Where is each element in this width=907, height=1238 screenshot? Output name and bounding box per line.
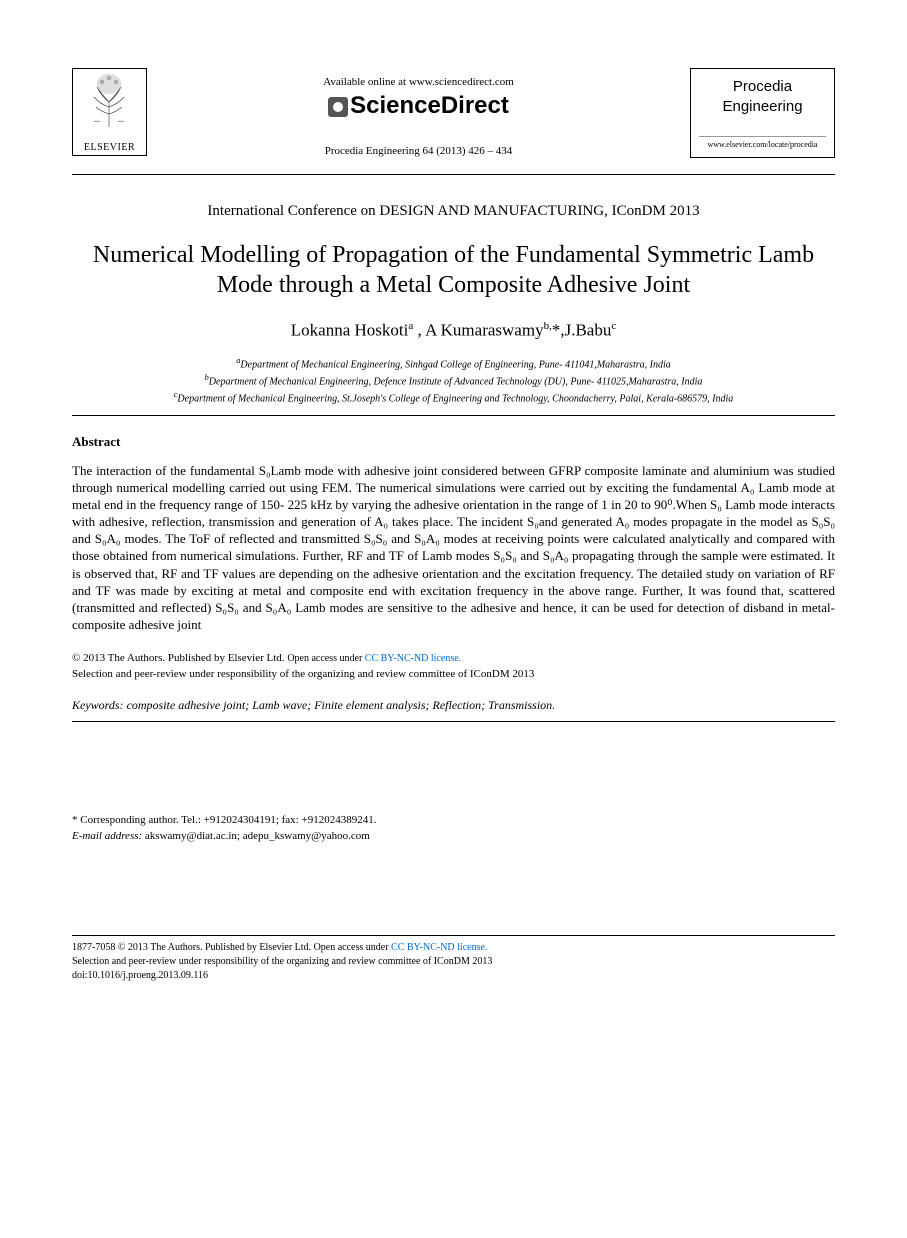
email-label: E-mail address:	[72, 830, 142, 842]
article-title: Numerical Modelling of Propagation of th…	[72, 240, 835, 300]
corresponding-author: * Corresponding author. Tel.: +912024304…	[72, 812, 835, 845]
author-3-sup: c	[611, 320, 616, 332]
affiliation-c: Department of Mechanical Engineering, St…	[177, 394, 733, 405]
journal-box: Procedia Engineering www.elsevier.com/lo…	[690, 68, 835, 158]
license-link[interactable]: CC BY-NC-ND license.	[365, 653, 461, 664]
footer-license-prefix: Open access under	[314, 942, 391, 953]
copyright-line1: © 2013 The Authors. Published by Elsevie…	[72, 652, 285, 664]
divider	[72, 174, 835, 175]
abstract-body: The interaction of the fundamental S₀Lam…	[72, 462, 835, 634]
affiliation-b: Department of Mechanical Engineering, De…	[209, 376, 703, 387]
header-row: ELSEVIER Available online at www.science…	[72, 68, 835, 158]
author-2-corr: *	[552, 321, 561, 340]
journal-url: www.elsevier.com/locate/procedia	[699, 136, 826, 149]
author-1-sup: a	[408, 320, 413, 332]
footer-doi: doi:10.1016/j.proeng.2013.09.116	[72, 970, 208, 981]
keywords-text: composite adhesive joint; Lamb wave; Fin…	[124, 698, 556, 712]
footer-issn: 1877-7058 © 2013 The Authors. Published …	[72, 942, 311, 953]
copyright-line2: Selection and peer-review under responsi…	[72, 668, 534, 680]
affiliations: aDepartment of Mechanical Engineering, S…	[72, 355, 835, 407]
abstract-heading: Abstract	[72, 434, 835, 450]
footer-line2: Selection and peer-review under responsi…	[72, 956, 492, 967]
footer: 1877-7058 © 2013 The Authors. Published …	[72, 935, 835, 983]
keywords: Keywords: composite adhesive joint; Lamb…	[72, 698, 835, 713]
authors: Lokanna Hoskotia , A Kumaraswamyb,*,J.Ba…	[72, 320, 835, 341]
author-3: J.Babu	[565, 321, 612, 340]
divider	[72, 721, 835, 722]
author-1: Lokanna Hoskoti	[291, 321, 409, 340]
email-addresses: akswamy@diat.ac.in; adepu_kswamy@yahoo.c…	[142, 830, 370, 842]
footer-license-link[interactable]: CC BY-NC-ND license.	[391, 942, 487, 953]
conference-name: International Conference on DESIGN AND M…	[72, 203, 835, 220]
copyright-block: © 2013 The Authors. Published by Elsevie…	[72, 651, 835, 682]
author-2: A Kumaraswamy	[425, 321, 544, 340]
center-header: Available online at www.sciencedirect.co…	[147, 68, 690, 157]
journal-title: Procedia Engineering	[699, 77, 826, 116]
available-online-text: Available online at www.sciencedirect.co…	[161, 76, 676, 88]
elsevier-logo: ELSEVIER	[72, 68, 147, 156]
author-2-sup: b,	[544, 320, 552, 332]
elsevier-tree-icon	[82, 72, 137, 138]
divider	[72, 415, 835, 416]
affiliation-a: Department of Mechanical Engineering, Si…	[240, 359, 670, 370]
corresponding-line1: * Corresponding author. Tel.: +912024304…	[72, 814, 376, 826]
keywords-label: Keywords:	[72, 698, 124, 712]
citation-text: Procedia Engineering 64 (2013) 426 – 434	[161, 145, 676, 157]
sciencedirect-logo: ScienceDirect	[161, 92, 676, 120]
license-prefix: Open access under	[287, 653, 364, 664]
elsevier-label: ELSEVIER	[84, 142, 135, 153]
sciencedirect-text: ScienceDirect	[350, 92, 509, 119]
sciencedirect-icon	[328, 97, 348, 117]
